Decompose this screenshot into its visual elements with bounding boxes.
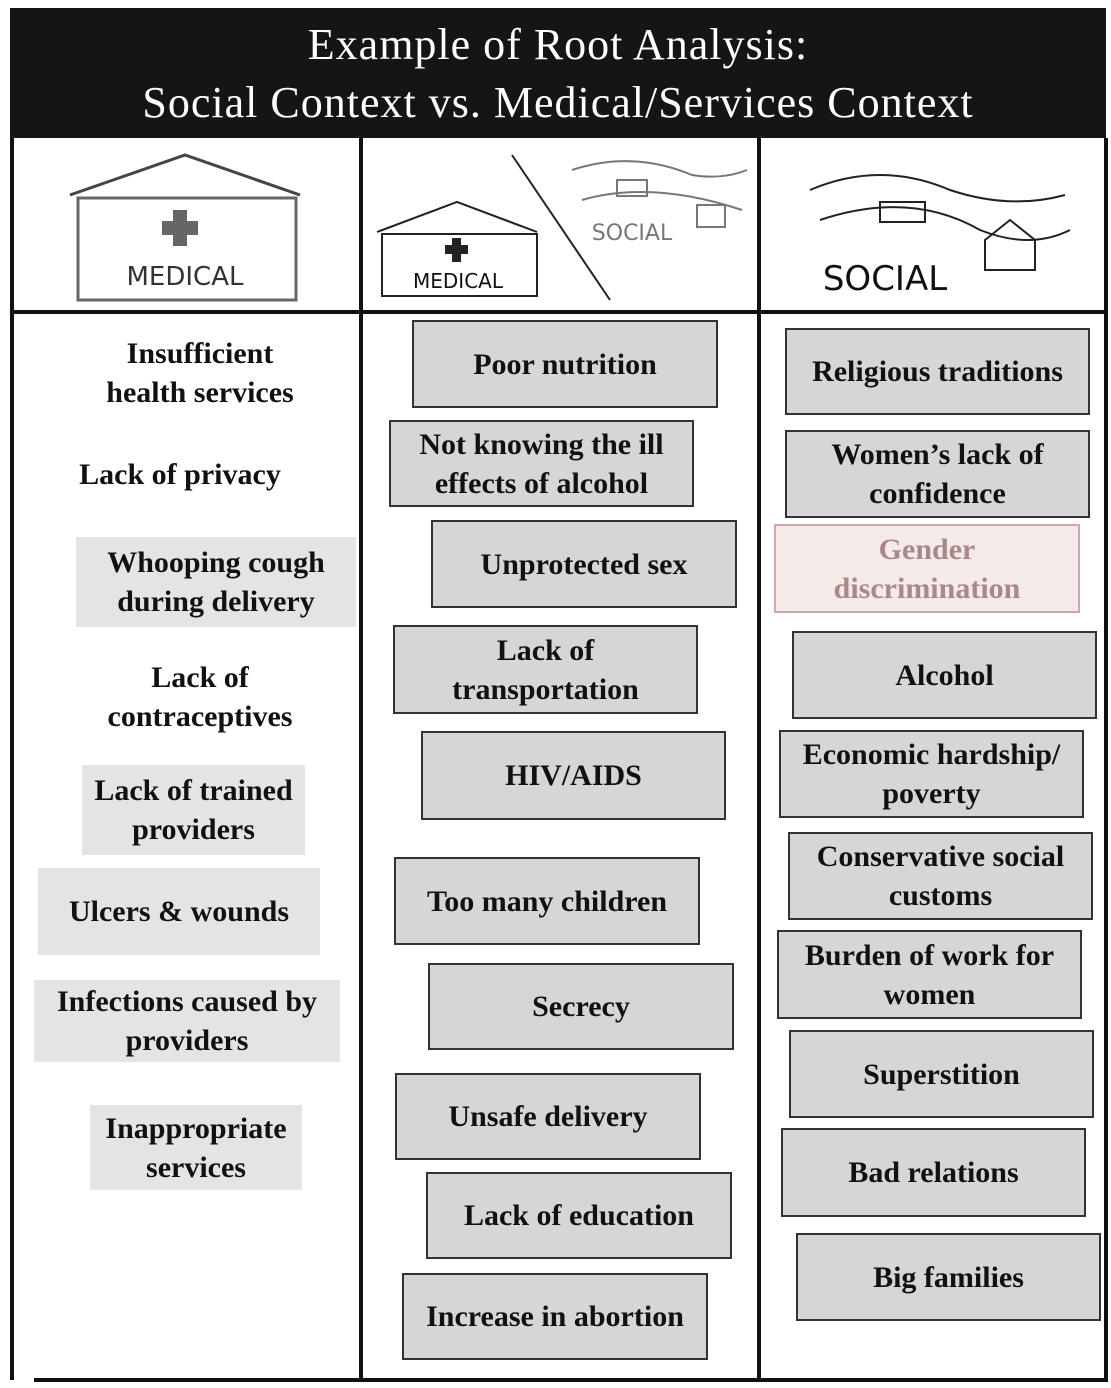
icon-label: SOCIAL — [592, 221, 673, 246]
divider — [757, 138, 761, 1380]
icon-label: MEDICAL — [127, 262, 244, 292]
cause-item: HIV/AIDS — [421, 731, 726, 820]
divider — [1104, 138, 1108, 1380]
cause-item: Not knowing the ill effects of alcohol — [389, 420, 694, 507]
cause-item: Ulcers & wounds — [38, 868, 320, 955]
cause-item: Big families — [796, 1233, 1101, 1321]
medical-social-icon: MEDICAL SOCIAL — [376, 154, 748, 301]
title-line: Social Context vs. Medical/Services Cont… — [142, 78, 974, 127]
cause-item: Lack of trained providers — [82, 765, 305, 855]
medical-icon: MEDICAL — [69, 153, 301, 302]
cause-item: Inappropriate services — [90, 1105, 302, 1190]
divider — [10, 310, 1108, 314]
cause-item: Increase in abortion — [402, 1273, 708, 1360]
cause-item: Lack of transportation — [393, 625, 698, 714]
cause-item: Bad relations — [781, 1128, 1086, 1217]
cause-item: Alcohol — [792, 631, 1097, 719]
cause-item: Poor nutrition — [412, 320, 718, 408]
cause-item: Whooping cough during delivery — [76, 537, 356, 627]
cause-item: Too many children — [394, 857, 700, 945]
cause-item: Infections caused by providers — [34, 980, 340, 1062]
cause-item: Burden of work for women — [777, 930, 1082, 1019]
cause-item: Lack of education — [426, 1172, 732, 1259]
cause-item: Women’s lack of confidence — [785, 430, 1090, 518]
title-line: Example of Root Analysis: — [307, 20, 809, 69]
divider — [359, 138, 363, 1380]
cause-item: Superstition — [789, 1030, 1094, 1118]
icon-label: SOCIAL — [823, 259, 947, 299]
cause-item: Unprotected sex — [431, 520, 737, 608]
divider — [34, 1378, 1108, 1382]
cause-item: Unsafe delivery — [395, 1073, 701, 1160]
cause-item: Gender discrimination — [774, 524, 1080, 613]
title-bar: Example of Root Analysis: Social Context… — [10, 8, 1106, 138]
cause-item: Economic hardship/ poverty — [779, 730, 1084, 818]
divider — [10, 138, 14, 1380]
cause-item: Lack of contraceptives — [107, 660, 293, 733]
cause-item: Religious traditions — [785, 328, 1090, 415]
social-icon: SOCIAL — [809, 174, 1071, 299]
cause-item: Conservative social customs — [788, 832, 1093, 920]
cause-item: Secrecy — [428, 963, 734, 1050]
icon-label: MEDICAL — [413, 269, 504, 293]
cause-item: Lack of privacy — [79, 457, 281, 491]
cause-item: Insufficient health services — [106, 337, 294, 409]
